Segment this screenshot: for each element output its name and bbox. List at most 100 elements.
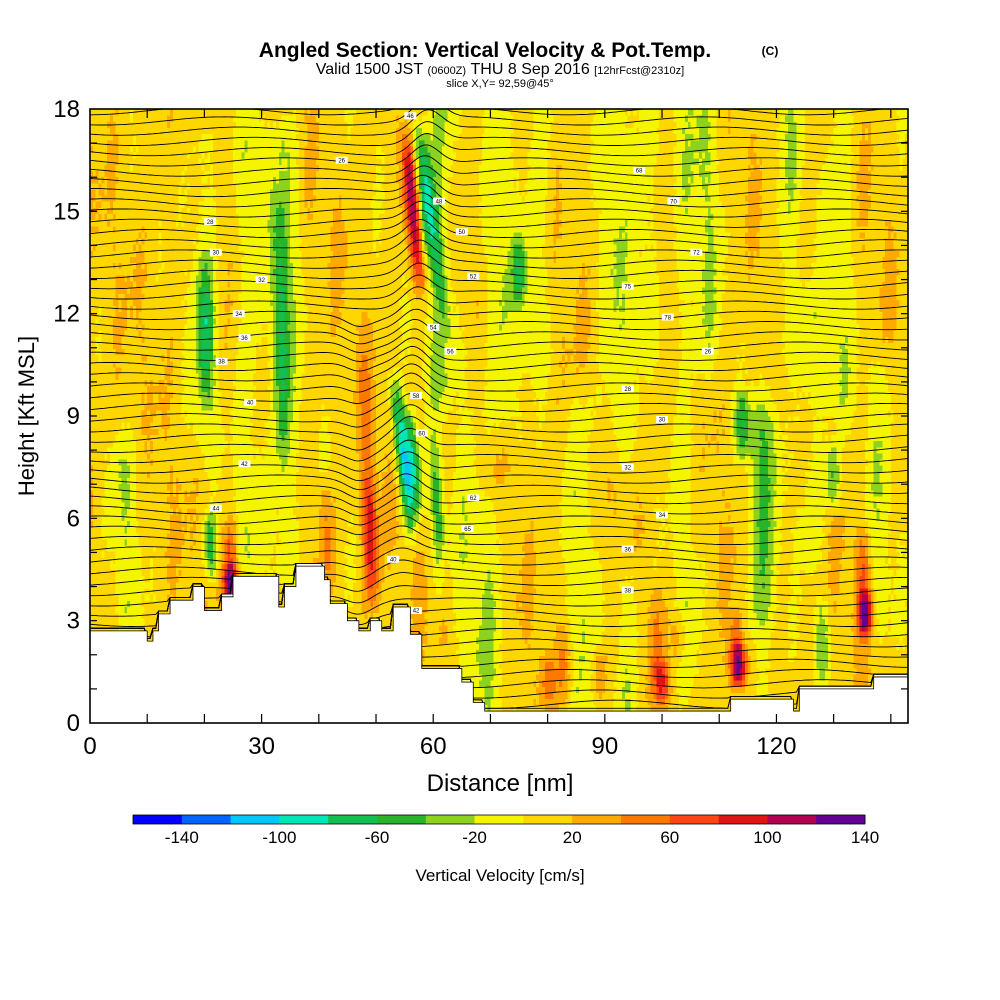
velocity-cell <box>481 133 486 245</box>
velocity-cell <box>158 225 163 233</box>
velocity-cell <box>842 538 846 552</box>
velocity-cell <box>396 532 400 540</box>
velocity-cell <box>404 225 409 245</box>
velocity-cell <box>170 360 174 374</box>
velocity-cell <box>218 569 223 614</box>
velocity-cell <box>807 109 812 282</box>
velocity-cell <box>433 428 437 472</box>
velocity-cell <box>301 274 306 374</box>
velocity-cell <box>624 673 629 681</box>
velocity-cell <box>536 686 540 693</box>
velocity-cell <box>204 262 208 288</box>
velocity-cell <box>690 305 695 374</box>
velocity-cell <box>827 452 832 497</box>
contour-label: 78 <box>664 315 671 321</box>
velocity-cell <box>790 661 795 700</box>
velocity-cell <box>882 109 886 257</box>
velocity-cell <box>776 569 780 577</box>
velocity-cell <box>230 434 234 442</box>
velocity-cell <box>601 109 606 380</box>
velocity-cell <box>893 637 898 675</box>
velocity-cell <box>152 109 157 386</box>
velocity-cell <box>327 109 331 264</box>
velocity-cell <box>416 225 420 264</box>
velocity-cell <box>501 109 506 276</box>
theta-contour <box>90 155 908 177</box>
velocity-cell <box>730 391 735 448</box>
velocity-cell <box>493 514 497 601</box>
velocity-cell <box>673 237 677 251</box>
velocity-cell <box>270 188 274 294</box>
velocity-cell <box>796 624 800 632</box>
velocity-cell <box>613 262 617 270</box>
velocity-cell <box>424 612 429 620</box>
velocity-cell <box>516 109 520 171</box>
velocity-cell <box>879 452 883 460</box>
velocity-cell <box>315 557 320 564</box>
velocity-cell <box>132 158 137 245</box>
velocity-cell <box>98 207 103 214</box>
velocity-cell <box>101 514 105 540</box>
velocity-cell <box>762 379 766 405</box>
velocity-cell <box>796 409 800 417</box>
velocity-cell <box>882 637 886 675</box>
velocity-cell <box>404 526 409 546</box>
velocity-cell <box>227 311 231 319</box>
velocity-cell <box>750 170 755 270</box>
velocity-cell <box>727 127 732 135</box>
velocity-cell <box>561 348 566 356</box>
velocity-cell <box>315 158 320 165</box>
velocity-cell <box>324 520 328 528</box>
velocity-cell <box>141 403 145 411</box>
chart-title-unit: (C) <box>762 44 779 58</box>
velocity-cell <box>519 569 523 577</box>
velocity-cell <box>453 624 457 632</box>
contour-label: 56 <box>447 349 454 355</box>
velocity-cell <box>404 280 409 288</box>
velocity-cell <box>155 428 160 436</box>
velocity-cell <box>599 207 603 214</box>
velocity-cell <box>370 465 374 491</box>
velocity-cell <box>347 538 351 546</box>
velocity-cell <box>378 158 383 165</box>
velocity-cell <box>744 594 749 601</box>
velocity-cell <box>413 483 417 509</box>
velocity-cell <box>793 182 798 190</box>
velocity-cell <box>742 428 746 448</box>
velocity-cell <box>624 231 629 257</box>
velocity-cell <box>619 323 623 331</box>
velocity-cell <box>727 606 732 650</box>
velocity-cell <box>787 385 792 393</box>
velocity-cell <box>144 280 148 356</box>
velocity-cell <box>499 544 503 552</box>
velocity-cell <box>295 508 300 521</box>
velocity-cell <box>118 274 123 294</box>
velocity-cell <box>224 446 228 521</box>
velocity-cell <box>115 176 120 184</box>
velocity-cell <box>201 109 206 135</box>
velocity-cell <box>519 109 523 196</box>
velocity-cell <box>493 600 497 607</box>
velocity-cell <box>859 575 863 589</box>
velocity-cell <box>418 201 423 214</box>
contour-label: 70 <box>670 199 677 205</box>
velocity-cell <box>887 618 892 632</box>
velocity-cell <box>433 262 437 288</box>
velocity-cell <box>155 403 160 411</box>
velocity-cell <box>659 526 663 540</box>
velocity-cell <box>172 495 177 601</box>
velocity-cell <box>404 495 409 509</box>
velocity-cell <box>207 581 211 614</box>
velocity-cell <box>201 201 206 251</box>
velocity-cell <box>519 575 523 595</box>
velocity-cell <box>639 544 643 712</box>
velocity-cell <box>519 434 523 442</box>
velocity-cell <box>510 274 514 313</box>
velocity-cell <box>707 342 712 350</box>
velocity-cell <box>679 317 683 325</box>
velocity-cell <box>885 563 889 632</box>
velocity-cell <box>707 201 712 208</box>
velocity-cell <box>790 391 795 454</box>
velocity-cell <box>218 391 223 399</box>
velocity-cell <box>813 237 818 245</box>
